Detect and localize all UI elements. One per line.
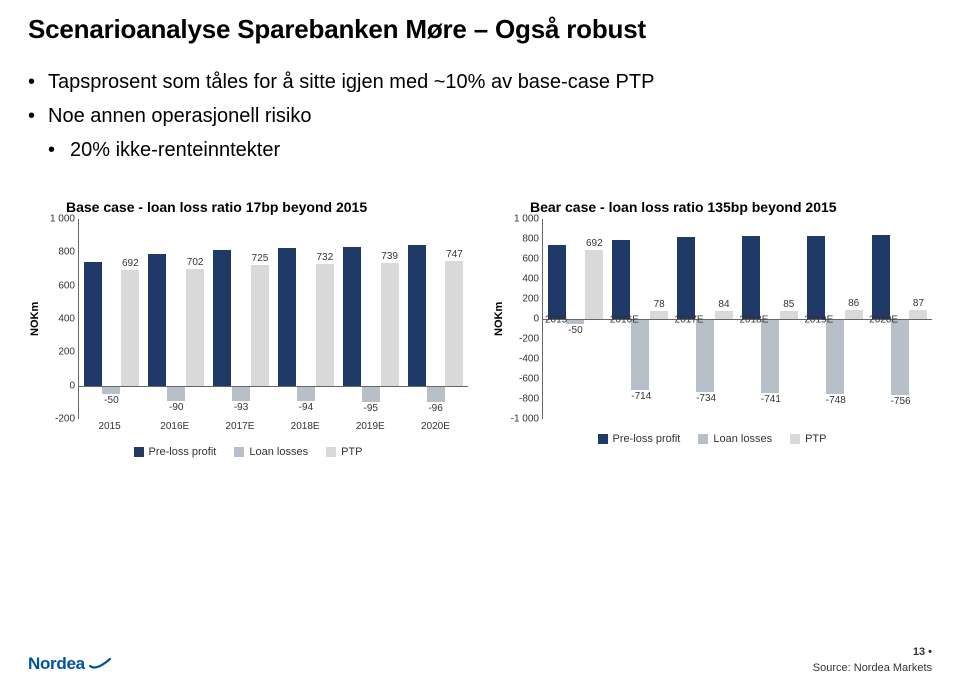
chart1-x-axis: 20152016E2017E2018E2019E2020E [77, 419, 468, 432]
chart2-plot: -50692-71478-73484-74185-74886-756872015… [542, 219, 932, 419]
page-number: 13 • [913, 646, 932, 658]
sub-bullet-1: 20% ikke-renteinntekter [48, 135, 932, 165]
chart2-legend: Pre-loss profit Loan losses PTP [492, 433, 932, 445]
footer: Nordea 13 • Source: Nordea Markets [0, 628, 960, 686]
chart-base-case: Base case - loan loss ratio 17bp beyond … [28, 199, 468, 458]
bullet-2: Noe annen operasjonell risiko 20% ikke-r… [28, 101, 932, 165]
chart-bear-case: Bear case - loan loss ratio 135bp beyond… [492, 199, 932, 458]
bullet-1: Tapsprosent som tåles for å sitte igjen … [28, 67, 932, 97]
chart1-y-label: NOKm [28, 219, 42, 419]
chart2-y-label: NOKm [492, 219, 506, 419]
brand-logo: Nordea [28, 654, 111, 674]
swoosh-icon [89, 657, 111, 671]
chart2-title: Bear case - loan loss ratio 135bp beyond… [530, 199, 932, 215]
source-label: Source: Nordea Markets [813, 662, 932, 674]
chart2-y-axis: 1 0008006004002000-200-400-600-800-1 000 [506, 219, 542, 419]
chart1-title: Base case - loan loss ratio 17bp beyond … [66, 199, 468, 215]
chart1-plot: -50692-90702-93725-94732-95739-96747 [78, 219, 468, 419]
chart1-y-axis: 1 0008006004002000-200 [42, 219, 78, 419]
bullet-list: Tapsprosent som tåles for å sitte igjen … [28, 67, 932, 165]
page-title: Scenarioanalyse Sparebanken Møre – Også … [28, 14, 932, 45]
chart1-legend: Pre-loss profit Loan losses PTP [28, 446, 468, 458]
